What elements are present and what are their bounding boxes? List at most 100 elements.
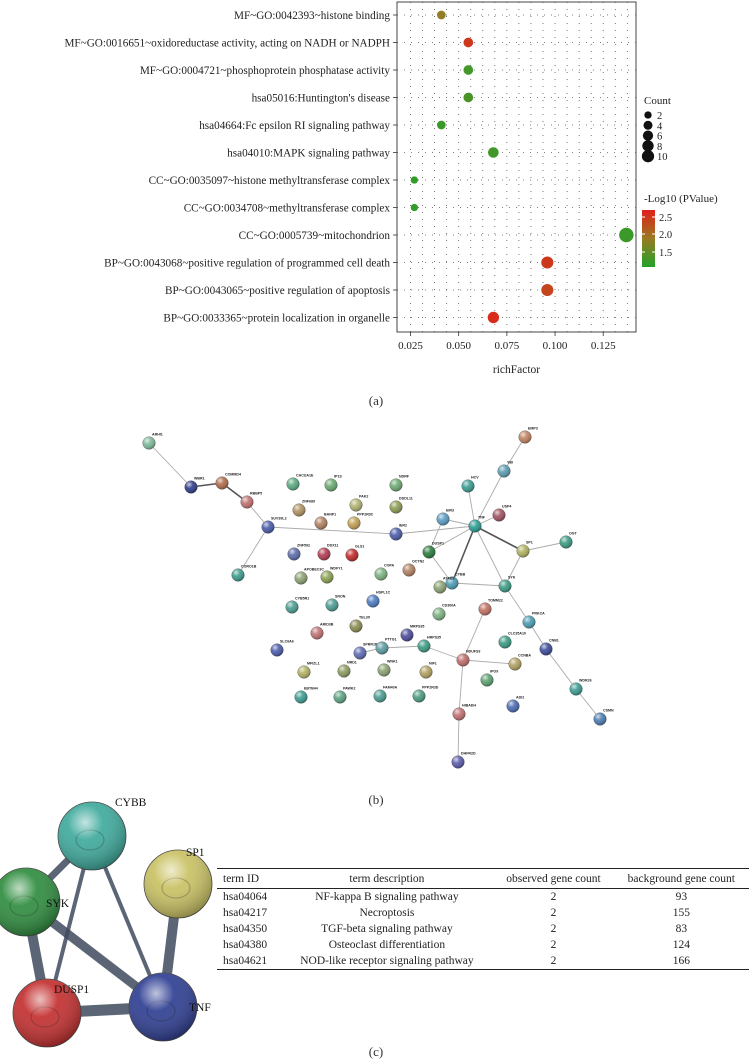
network-node [497,464,511,478]
network-node-shine [333,690,347,704]
network-node-shine [478,602,492,616]
network-node-label: SLC6A6 [280,640,294,644]
network-node-label: CSMN [603,709,614,713]
network-node [492,508,506,522]
network-node-shine [419,665,433,679]
legend-count-label: 2 [657,111,662,122]
network-edge [522,541,567,552]
network-edge [439,582,453,588]
hub-network-edge [41,1001,169,1019]
data-point [487,311,500,324]
term-description-cell: NOD-like receptor signaling pathway [300,954,474,967]
term-description-cell: Osteoclast differentiation [328,938,446,951]
category-label: MF~GO:0042393~histone binding [234,10,390,22]
kegg-enrichment-table: term ID term description observed gene c… [217,868,749,970]
network-edge [575,688,601,720]
x-tick-label: 0.025 [398,340,423,352]
network-node-label: DDX11 [327,544,338,548]
observed-count-cell: 2 [550,906,557,919]
network-node-shine [231,568,245,582]
background-count-cell: 124 [672,938,690,951]
network-node-shine [353,646,367,660]
term-id-cell: hsa04217 [223,906,268,919]
category-label: hsa04010:MAPK signaling pathway [227,148,390,160]
network-node-label: FAM40A [383,686,398,690]
network-node-label: CYB5R1 [295,597,309,601]
network-node [539,642,553,656]
network-node-shine [569,682,583,696]
data-point [436,120,446,130]
legend-count-marker [641,150,655,163]
network-node [518,430,532,444]
network-node [349,619,363,633]
legend-color-label: 2.5 [659,213,672,224]
category-label: CC~GO:0005739~mitochondrion [239,230,391,242]
legend-count-marker [642,140,654,152]
network-node [433,580,447,594]
network-node [294,690,308,704]
network-node-label: IP1S [334,475,342,479]
network-edge [442,518,476,527]
hub-gene-node-shine [0,868,60,936]
network-node-shine [451,755,465,769]
network-node-label: YBI [507,461,513,465]
protein-structure-glyph [146,1000,176,1022]
table-row: hsa04064 NF-kappa B signaling pathway 2 … [217,889,749,906]
network-node-label: WNK1 [387,660,398,664]
hub-gene-node-shine [13,979,81,1047]
network-node-shine [432,607,446,621]
panel-label-c: (c) [368,1044,384,1059]
network-node-shine [366,594,380,608]
network-node [498,579,512,593]
network-node [215,476,229,490]
network-node-shine [287,547,301,561]
network-node-label: CACUA1E [296,474,314,478]
network-node-shine [317,547,331,561]
network-node-shine [497,464,511,478]
network-node-shine [436,512,450,526]
network-node-shine [377,663,391,677]
hub-gene-node [128,972,198,1042]
network-node-label: IPO9 [490,670,498,674]
network-edge [237,526,269,576]
network-node-shine [518,430,532,444]
network-node [325,598,339,612]
network-edge [359,647,383,654]
network-edge [467,485,476,527]
hub-network-edge [21,897,168,1012]
term-description-cell: Necroptosis [359,906,415,919]
network-node [333,690,347,704]
network-node-shine [345,548,359,562]
network-node [373,689,387,703]
network-node [593,712,607,726]
network-edge [504,550,524,587]
network-node [508,657,522,671]
term-description-cell: NF-kappa B signaling pathway [315,890,459,903]
network-node [451,755,465,769]
network-node-shine [292,503,306,517]
network-node [324,478,338,492]
network-node-label: BANP1 [324,513,336,517]
network-node-label: SPRR1B [363,643,378,647]
network-node-label: WBR1 [194,477,205,481]
network-node [375,641,389,655]
network-node-shine [142,436,156,450]
network-node-label: CCNBA [518,654,531,658]
network-node-label: MRPS35 [410,625,424,629]
network-node-label: NDUFS3 [466,650,480,654]
network-node [412,689,426,703]
column-header: term description [349,873,425,885]
network-node-label: RBBP5 [250,492,262,496]
legend-color-title: -Log10 (PValue) [644,193,718,205]
network-node-shine [294,690,308,704]
network-node-label: EBTB44 [304,687,318,691]
network-node-shine [498,635,512,649]
category-label: MF~GO:0004721~phosphoprotein phosphatase… [140,65,391,77]
column-header: term ID [223,873,260,885]
network-node-shine [320,570,334,584]
network-node-shine [325,598,339,612]
network-node-label: APOBEC3C [304,568,324,572]
hub-network-edge [158,879,183,1012]
network-edge [474,525,524,552]
network-node [432,607,446,621]
